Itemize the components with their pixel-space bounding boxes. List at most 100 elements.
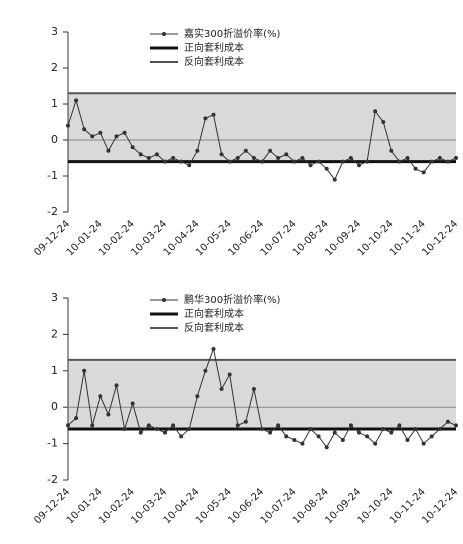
point bbox=[292, 159, 297, 164]
point bbox=[98, 394, 103, 399]
point bbox=[454, 423, 458, 428]
point bbox=[146, 156, 151, 160]
point bbox=[389, 148, 394, 153]
point bbox=[421, 170, 426, 175]
point bbox=[316, 159, 321, 164]
point bbox=[130, 401, 135, 406]
point bbox=[454, 156, 458, 160]
point bbox=[421, 441, 426, 446]
point bbox=[235, 156, 240, 160]
point bbox=[308, 427, 313, 432]
legend-marker bbox=[162, 298, 166, 302]
point bbox=[397, 423, 402, 428]
point bbox=[251, 387, 256, 391]
point bbox=[146, 423, 151, 428]
point bbox=[243, 148, 248, 153]
point bbox=[373, 109, 378, 114]
y-tick-label: -2 bbox=[47, 205, 58, 218]
point bbox=[445, 159, 450, 164]
point bbox=[429, 434, 434, 439]
point bbox=[365, 159, 370, 164]
point bbox=[114, 134, 119, 139]
legend-label: 正向套利成本 bbox=[184, 41, 244, 54]
point bbox=[340, 159, 345, 164]
point bbox=[74, 416, 79, 421]
point bbox=[219, 152, 224, 157]
point bbox=[219, 387, 224, 391]
y-tick-label: 0 bbox=[51, 400, 58, 413]
y-tick-label: 1 bbox=[51, 364, 58, 377]
point bbox=[260, 427, 264, 432]
point bbox=[405, 156, 410, 160]
point bbox=[348, 156, 353, 160]
y-tick-label: -2 bbox=[47, 473, 58, 486]
point bbox=[357, 430, 361, 435]
point bbox=[308, 163, 313, 168]
point bbox=[316, 434, 321, 439]
point bbox=[106, 148, 111, 153]
point bbox=[227, 159, 232, 164]
point bbox=[130, 145, 135, 150]
point bbox=[235, 423, 240, 428]
point bbox=[82, 127, 87, 132]
point bbox=[413, 427, 418, 432]
point bbox=[260, 159, 264, 164]
point bbox=[74, 98, 79, 103]
point bbox=[348, 423, 353, 428]
x-tick-label: 10-12-24 bbox=[420, 486, 460, 526]
point bbox=[437, 156, 442, 160]
point bbox=[90, 134, 95, 139]
point bbox=[251, 156, 256, 160]
point bbox=[203, 116, 208, 121]
point bbox=[324, 166, 329, 171]
point bbox=[389, 430, 394, 435]
point bbox=[357, 163, 361, 168]
point bbox=[292, 437, 297, 442]
y-tick-label: -1 bbox=[47, 437, 58, 450]
y-tick-label: 3 bbox=[51, 25, 58, 38]
point bbox=[300, 441, 305, 446]
point bbox=[138, 430, 143, 435]
point bbox=[373, 441, 378, 446]
point bbox=[211, 112, 216, 117]
point bbox=[437, 427, 442, 432]
point bbox=[268, 430, 273, 435]
point bbox=[187, 427, 192, 432]
point bbox=[340, 437, 345, 442]
legend-label: 嘉实300折溢价率(%) bbox=[184, 27, 280, 40]
legend-label: 反向套利成本 bbox=[184, 55, 244, 68]
point bbox=[187, 163, 192, 168]
cost-band bbox=[68, 359, 456, 430]
y-tick-label: 2 bbox=[51, 327, 58, 340]
point bbox=[163, 159, 167, 164]
cost-band bbox=[68, 93, 456, 162]
point bbox=[284, 434, 289, 439]
y-tick-label: 2 bbox=[51, 61, 58, 74]
point bbox=[381, 427, 386, 432]
point bbox=[66, 123, 70, 128]
point bbox=[243, 419, 248, 424]
point bbox=[429, 159, 434, 164]
point bbox=[66, 423, 70, 428]
point bbox=[114, 383, 119, 388]
point bbox=[122, 427, 127, 432]
legend-label: 反向套利成本 bbox=[184, 321, 244, 334]
point bbox=[171, 156, 176, 160]
point bbox=[179, 434, 184, 439]
point bbox=[365, 434, 370, 439]
point bbox=[284, 152, 289, 157]
point bbox=[195, 394, 200, 399]
point bbox=[171, 423, 176, 428]
point bbox=[179, 159, 184, 164]
point bbox=[381, 120, 386, 124]
point bbox=[413, 166, 418, 171]
point bbox=[211, 346, 216, 351]
point bbox=[203, 368, 208, 373]
point bbox=[227, 372, 232, 377]
point bbox=[163, 430, 167, 435]
point bbox=[324, 445, 329, 450]
point bbox=[397, 159, 402, 164]
point bbox=[98, 130, 103, 135]
point bbox=[268, 148, 273, 153]
